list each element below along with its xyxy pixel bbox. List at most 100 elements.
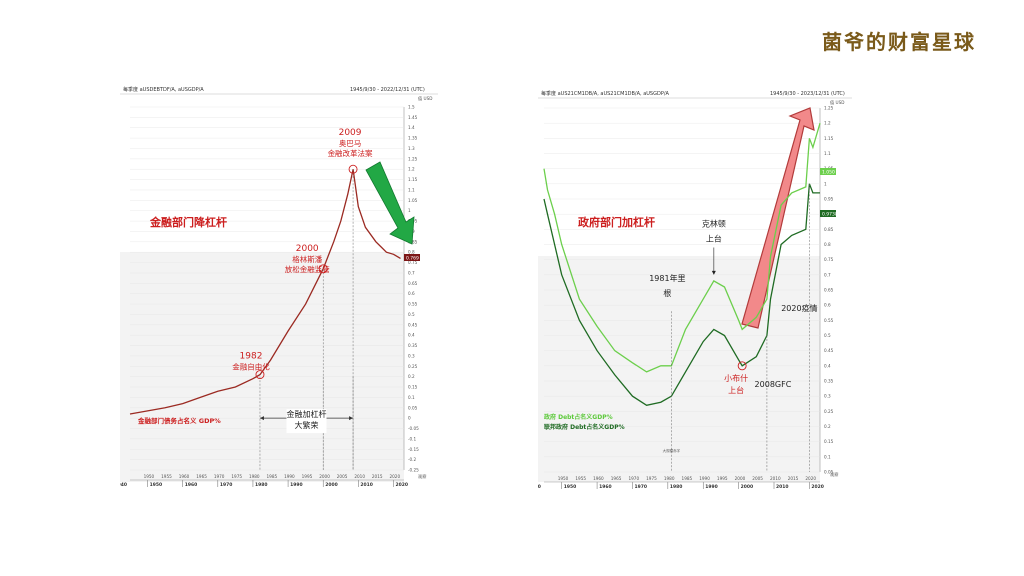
right-chart-heading: 政府部门加杠杆 [578, 215, 655, 229]
y-tick-label: 1.2 [824, 121, 831, 126]
left-chart-heading: 金融部门降杠杆 [149, 215, 227, 229]
x-tick-label: 1960 [593, 476, 604, 481]
right-chart-xticks: 1950 1955 1960 1965 1970 1975 1980 1985 1990 1995… [538, 476, 824, 490]
y-tick-label: 0.15 [824, 439, 834, 444]
right-chart-yticks: 1.251.21.151.11.0510.950.90.850.80.750.7… [824, 106, 834, 475]
y-tick-label: -0.2 [408, 457, 417, 462]
y-tick-label: 1.5 [408, 105, 415, 110]
left-chart-header-right: 1945/9/30 - 2022/12/31 (UTC) [350, 87, 425, 93]
x-tick-label: 1950 [558, 476, 569, 481]
down-arrow-icon [365, 161, 415, 245]
annotation-2000-year: 2000 [296, 244, 319, 254]
annotation-bush-line1: 小布什 [724, 373, 748, 383]
x-decade-label: 1950 [150, 482, 163, 488]
left-chart-lines [129, 169, 401, 415]
y-tick-label: 0.85 [408, 239, 418, 244]
left-chart-grid [130, 106, 405, 471]
right-chart-legend-1: 政府 Debt占名义GDP% [544, 413, 613, 421]
y-tick-label: 1.3 [408, 146, 415, 151]
span-arrow-right-icon [349, 416, 354, 421]
y-tick-label: 0.1 [824, 454, 831, 459]
y-tick-label: 0.7 [824, 272, 831, 277]
y-tick-label: 0.55 [824, 318, 834, 323]
x-tick-label: 1975 [231, 474, 242, 479]
right-chart-last-value-box-1 [820, 168, 836, 175]
x-decade-label: 1940 [538, 484, 541, 490]
left-chart-legend: 金融部门债务占名义 GDP% [137, 416, 221, 425]
annotation-bush-line2: 上台 [728, 385, 744, 395]
x-tick-label: 1990 [284, 474, 295, 479]
y-tick-label: 0.25 [824, 409, 834, 414]
x-decade-label: 2010 [360, 482, 373, 488]
x-decade-label: 1970 [634, 484, 647, 490]
y-tick-label: 1.45 [408, 115, 418, 120]
span-label-line1: 金融加杠杆 [287, 409, 327, 419]
y-tick-label: 0.4 [408, 333, 415, 338]
x-tick-label: 1995 [717, 476, 728, 481]
y-tick-label: 0.8 [824, 242, 831, 247]
brand-title: 菌爷的财富星球 [822, 30, 976, 54]
x-tick-label: 1955 [575, 476, 586, 481]
circle-2000 [318, 264, 328, 274]
left-chart-axis-corner: 观察 [418, 473, 427, 480]
annotation-reagan-line2: 根 [663, 288, 671, 298]
x-tick-label: 1990 [699, 476, 710, 481]
y-tick-label: 0.2 [408, 374, 415, 379]
right-chart-panel: 每季度 aUS21CM1DB/A, aUS21CM1DB/A, aUSGDP/A… [538, 86, 852, 500]
y-tick-label: 0.95 [824, 197, 834, 202]
y-tick-label: 0.65 [824, 288, 834, 293]
x-tick-label: 1965 [196, 474, 207, 479]
x-decade-label: 1990 [290, 482, 303, 488]
x-decade-label: 2000 [741, 484, 754, 490]
y-tick-label: 0.65 [408, 281, 418, 286]
right-chart-unit-label: 值 USD [830, 99, 844, 106]
left-chart-last-value: 0.769 [406, 256, 419, 262]
x-tick-label: 1980 [249, 474, 260, 479]
series-line-1 [543, 123, 821, 373]
y-tick-label: 1.1 [824, 151, 831, 156]
left-chart-last-value-box [404, 254, 420, 261]
y-tick-label: 0.6 [408, 291, 415, 296]
left-chart-xticks: 1950 1955 1960 1965 1970 1975 1980 1985 1990 1995… [120, 474, 408, 488]
x-tick-label: 1995 [302, 474, 313, 479]
annotation-1982-text: 金融自由化 [232, 362, 270, 372]
y-tick-label: 0.5 [408, 312, 415, 317]
x-tick-label: 1955 [161, 474, 172, 479]
annotation-2000-line1: 格林斯潘 [292, 254, 322, 264]
circle-2009 [348, 164, 358, 174]
y-tick-label: 0.3 [824, 394, 831, 399]
x-tick-label: 2005 [337, 474, 348, 479]
y-tick-label: 1.05 [408, 198, 418, 203]
y-tick-label: 0.5 [824, 333, 831, 338]
x-tick-label: 2020 [805, 476, 816, 481]
annotation-2000-line2: 放松金融监管 [285, 264, 330, 274]
left-chart-svg: 每季度 aUSDEBTDF/A, aUSGDP/A 1945/9/30 - 20… [120, 86, 438, 488]
y-tick-label: -0.15 [408, 447, 419, 452]
x-decade-label: 2000 [325, 482, 338, 488]
x-decade-label: 1950 [564, 484, 577, 490]
x-tick-label: 1965 [611, 476, 622, 481]
y-tick-label: 0.6 [824, 303, 831, 308]
left-chart-yticks: 1.51.451.41.351.31.251.21.151.11.0510.95… [408, 105, 419, 473]
y-tick-label: 0.45 [824, 348, 834, 353]
x-decade-label: 1980 [255, 482, 268, 488]
y-tick-label: 1.4 [408, 125, 415, 130]
y-tick-label: -0.05 [408, 426, 419, 431]
x-tick-label: 2015 [788, 476, 799, 481]
x-tick-label: 2010 [354, 474, 365, 479]
x-tick-label: 2020 [389, 474, 400, 479]
y-tick-label: 1 [408, 208, 411, 213]
left-chart-header-left: 每季度 aUSDEBTDF/A, aUSGDP/A [123, 86, 204, 93]
x-tick-label: 2000 [319, 474, 330, 479]
y-tick-label: 1.1 [408, 187, 415, 192]
circle-bush [737, 361, 747, 371]
y-tick-label: 0.15 [408, 385, 418, 390]
annotation-clinton-line1: 克林顿 [702, 218, 726, 228]
annotation-2009-line1: 奥巴马 [339, 138, 362, 148]
series-line-2 [543, 183, 820, 406]
y-tick-label: 0.55 [408, 302, 418, 307]
left-chart-shade [120, 252, 404, 482]
clinton-arrow-icon [711, 270, 716, 275]
x-tick-label: 1970 [214, 474, 225, 479]
